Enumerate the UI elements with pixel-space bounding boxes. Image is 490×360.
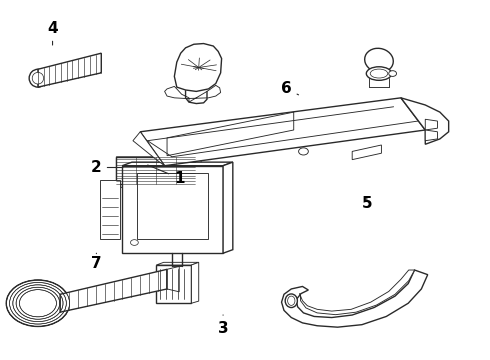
Ellipse shape	[367, 67, 392, 80]
Text: 2: 2	[91, 160, 123, 175]
Polygon shape	[165, 85, 220, 102]
Polygon shape	[167, 266, 179, 292]
Text: 1: 1	[147, 165, 184, 186]
Circle shape	[6, 280, 70, 327]
Polygon shape	[223, 162, 233, 253]
Polygon shape	[122, 162, 233, 166]
Polygon shape	[167, 112, 294, 156]
Circle shape	[130, 240, 138, 246]
Polygon shape	[156, 265, 192, 303]
Ellipse shape	[288, 296, 295, 305]
Ellipse shape	[370, 69, 388, 78]
Polygon shape	[174, 44, 221, 91]
Polygon shape	[401, 98, 449, 144]
Ellipse shape	[285, 294, 297, 307]
Polygon shape	[60, 269, 167, 312]
Polygon shape	[140, 98, 425, 166]
Polygon shape	[122, 166, 223, 253]
Ellipse shape	[365, 48, 393, 72]
Text: 4: 4	[47, 21, 58, 45]
Text: 3: 3	[218, 315, 228, 336]
Polygon shape	[352, 145, 381, 159]
Polygon shape	[100, 180, 120, 239]
Polygon shape	[116, 157, 196, 184]
Text: 5: 5	[362, 196, 372, 211]
Ellipse shape	[32, 72, 44, 84]
Circle shape	[298, 148, 308, 155]
Polygon shape	[38, 53, 101, 87]
Polygon shape	[156, 262, 199, 265]
Polygon shape	[299, 270, 415, 315]
Polygon shape	[425, 119, 438, 130]
Polygon shape	[133, 132, 165, 166]
Text: 6: 6	[281, 81, 298, 96]
Polygon shape	[282, 270, 428, 327]
Text: 7: 7	[91, 253, 102, 271]
Circle shape	[389, 71, 396, 76]
Polygon shape	[137, 173, 208, 239]
Polygon shape	[116, 157, 201, 188]
Ellipse shape	[29, 69, 47, 87]
Polygon shape	[192, 262, 199, 303]
Polygon shape	[425, 130, 438, 141]
